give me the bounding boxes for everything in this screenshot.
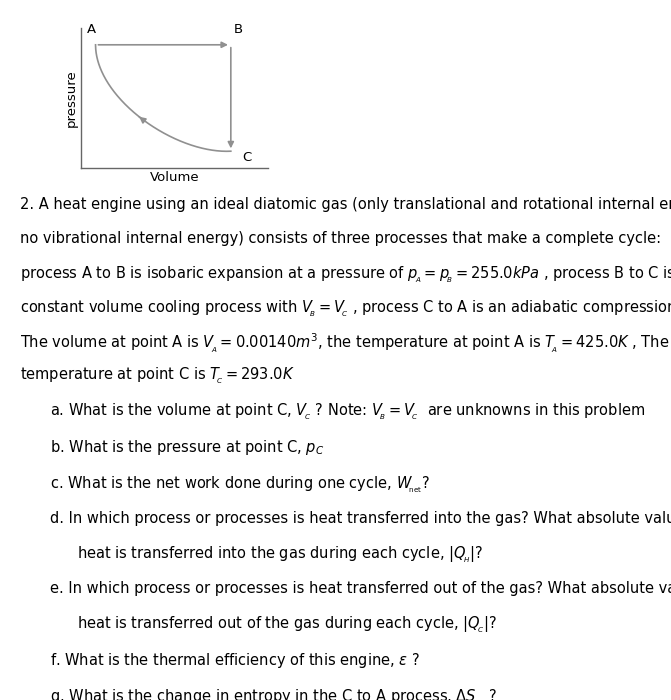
Text: 2. A heat engine using an ideal diatomic gas (only translational and rotational : 2. A heat engine using an ideal diatomic… (20, 197, 671, 212)
Text: The volume at point A is $V_{\!_A} = 0.00140m^3$, the temperature at point A is : The volume at point A is $V_{\!_A} = 0.0… (20, 332, 670, 355)
Text: b. What is the pressure at point C, $p_C$: b. What is the pressure at point C, $p_C… (50, 438, 325, 457)
Text: constant volume cooling process with $V_{\!_B} =V_{\!_C}$ , process C to A is an: constant volume cooling process with $V_… (20, 298, 671, 318)
Text: A: A (87, 23, 97, 36)
Y-axis label: pressure: pressure (64, 69, 78, 127)
Text: g. What is the change in entropy in the C to A process, $\Delta S_{\!_{CA}}$ ?: g. What is the change in entropy in the … (50, 687, 498, 700)
Text: C: C (242, 151, 252, 164)
Text: c. What is the net work done during one cycle, $W_{\!_{\rm net}}$?: c. What is the net work done during one … (50, 475, 430, 495)
Text: a. What is the volume at point C, $V_{\!_C}$ ? Note: $V_{\!_B} = V_{\!_C}$  are : a. What is the volume at point C, $V_{\!… (50, 402, 646, 422)
Text: process A to B is isobaric expansion at a pressure of $p_{\!_A} = p_{\!_B} = 255: process A to B is isobaric expansion at … (20, 265, 671, 285)
Text: heat is transferred into the gas during each cycle, $|Q_{\!_H}|$?: heat is transferred into the gas during … (77, 545, 483, 565)
Text: d. In which process or processes is heat transferred into the gas? What absolute: d. In which process or processes is heat… (50, 511, 671, 526)
Text: f. What is the thermal efficiency of this engine, $\varepsilon$ ?: f. What is the thermal efficiency of thi… (50, 651, 420, 670)
Text: B: B (234, 23, 243, 36)
Text: e. In which process or processes is heat transferred out of the gas? What absolu: e. In which process or processes is heat… (50, 581, 671, 596)
Text: heat is transferred out of the gas during each cycle, $|Q_{\!_C}|$?: heat is transferred out of the gas durin… (77, 615, 497, 635)
Text: temperature at point C is $T_{\!_C} = 293.0K$: temperature at point C is $T_{\!_C} = 29… (20, 365, 295, 386)
X-axis label: Volume: Volume (150, 171, 199, 184)
Text: no vibrational internal energy) consists of three processes that make a complete: no vibrational internal energy) consists… (20, 231, 661, 246)
